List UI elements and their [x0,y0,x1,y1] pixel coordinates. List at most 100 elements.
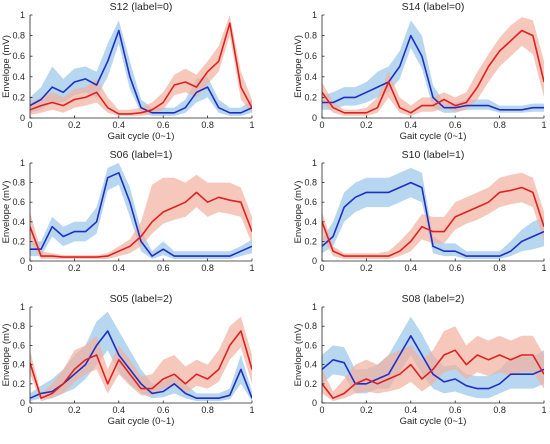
y-axis-label: Envelope (mV) [293,181,304,244]
series-red-line [30,191,252,258]
x-tick-label: 0 [27,263,32,273]
series-blue-line [30,330,252,400]
chart-title: S08 (label=2) [402,293,465,305]
x-tick-label: 0.8 [493,405,506,415]
series-red-line [322,186,544,257]
y-tick-label: 0 [312,113,317,123]
y-tick-label: 0.6 [304,51,317,61]
y-tick-label: 0.4 [304,72,317,82]
x-tick-label: 0.4 [113,405,126,415]
y-tick-label: 0.4 [12,72,25,82]
y-tick-label: 0.4 [12,360,25,370]
x-tick-label: 0 [319,120,324,130]
series-red-band [322,172,544,259]
chart-panel-2: 0 0.2 0.4 0.6 0.8 1 0 0.2 0.4 0.6 0.8 1 S14 (label=0… [293,1,547,142]
chart-title: S10 (label=1) [402,149,465,161]
x-tick-label: 0 [27,120,32,130]
y-tick-label: 0 [20,113,25,123]
y-tick-label: 0.8 [12,31,25,41]
series-blue-line [30,29,252,114]
x-tick-label: 0.8 [493,263,506,273]
series-red-band [322,17,544,116]
y-tick-label: 0.6 [304,197,317,207]
series-blue-band [322,20,544,113]
y-tick-label: 0.8 [304,321,317,331]
series-blue-band [322,167,544,259]
y-tick-label: 1 [20,10,25,20]
x-axis-label: Gait cycle (0~1) [400,131,467,142]
chart-title: S05 (label=2) [110,293,173,305]
series-red-line [322,349,544,400]
x-tick-label: 0 [27,405,32,415]
series-red-line [322,29,544,114]
series-blue-line [322,334,544,390]
chart-panel-6: 0 0.2 0.4 0.6 0.8 1 0 0.2 0.4 0.6 0.8 1 S08 (label=2… [293,293,547,427]
y-tick-label: 0.4 [304,217,317,227]
series-blue-band [30,311,252,402]
y-tick-label: 0.8 [12,178,25,188]
series-blue-band [30,163,252,259]
x-tick-label: 0.4 [113,263,126,273]
y-tick-label: 0 [312,398,317,408]
y-axis-label: Envelope (mV) [1,324,12,387]
y-tick-label: 1 [312,10,317,20]
x-tick-label: 1 [541,405,546,415]
x-tick-label: 1 [249,405,254,415]
y-tick-label: 0.8 [304,178,317,188]
x-tick-label: 0.6 [157,263,170,273]
series-blue-line [30,172,252,257]
y-axis-label: Envelope (mV) [1,181,12,244]
chart-panel-4: 0 0.2 0.4 0.6 0.8 1 0 0.2 0.4 0.6 0.8 1 S10 (label=1… [293,149,547,273]
y-axis-label: Envelope (mV) [293,35,304,98]
x-axis-label: Gait cycle (0~1) [108,416,175,427]
x-tick-label: 0.4 [113,120,126,130]
chart-title: S12 (label=0) [110,1,173,13]
y-tick-label: 0.8 [12,321,25,331]
x-tick-label: 0.4 [405,263,418,273]
chart-panel-3: 0 0.2 0.4 0.6 0.8 1 0 0.2 0.4 0.6 0.8 1 S06 (label=1… [1,149,255,273]
chart-title: S14 (label=0) [402,1,465,13]
chart-panel-5: 0 0.2 0.4 0.6 0.8 1 0 0.2 0.4 0.6 0.8 1 S05 (label=2… [1,293,255,427]
y-tick-label: 0 [20,256,25,266]
y-tick-label: 1 [20,158,25,168]
y-tick-label: 0.2 [304,236,317,246]
y-tick-label: 1 [312,302,317,312]
y-tick-label: 0.2 [12,379,25,389]
x-tick-label: 1 [541,263,546,273]
x-tick-label: 0 [319,263,324,273]
x-tick-label: 0.2 [68,263,81,273]
y-tick-label: 0 [20,398,25,408]
y-tick-label: 0 [312,256,317,266]
y-tick-label: 0.6 [12,340,25,350]
x-tick-label: 0.4 [405,405,418,415]
chart-panel-1: 0 0.2 0.4 0.6 0.8 1 0 0.2 0.4 0.6 0.8 1 S12 (label=0… [1,1,255,142]
x-tick-label: 0.2 [360,405,373,415]
x-tick-label: 0.6 [449,263,462,273]
x-tick-label: 0.2 [360,120,373,130]
chart-title: S06 (label=1) [110,149,173,161]
series-red-band [30,15,252,116]
y-axis-label: Envelope (mV) [1,35,12,98]
y-tick-label: 0.6 [304,340,317,350]
x-tick-label: 0 [319,405,324,415]
series-red-line [30,330,252,400]
x-axis-label: Gait cycle (0~1) [400,416,467,427]
x-tick-label: 0.8 [493,120,506,130]
y-tick-label: 0.2 [12,236,25,246]
x-tick-label: 1 [249,263,254,273]
x-tick-label: 1 [249,120,254,130]
y-tick-label: 0.2 [304,379,317,389]
y-tick-label: 0.8 [304,31,317,41]
y-tick-label: 1 [312,158,317,168]
x-tick-label: 0.2 [68,405,81,415]
x-tick-label: 1 [541,120,546,130]
x-tick-label: 0.2 [68,120,81,130]
x-tick-label: 0.4 [405,120,418,130]
x-axis-label: Gait cycle (0~1) [108,131,175,142]
series-blue-line [322,34,544,111]
y-tick-label: 0.4 [304,360,317,370]
series-red-line [30,22,252,115]
y-tick-label: 0.2 [12,92,25,102]
x-tick-label: 0.6 [157,405,170,415]
